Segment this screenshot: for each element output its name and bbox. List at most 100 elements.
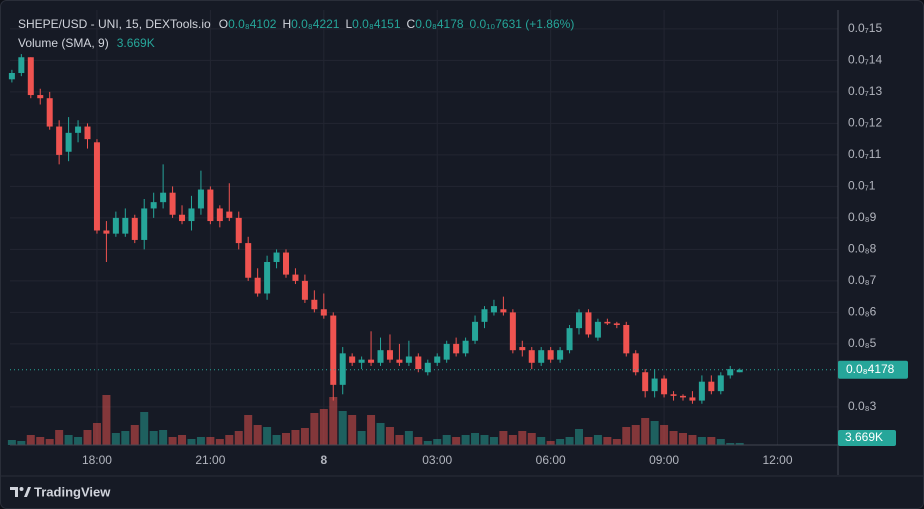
candle-body: [245, 243, 252, 278]
candle-body: [377, 350, 384, 363]
candle-body: [8, 72, 15, 80]
volume-bar: [244, 415, 253, 445]
volume-legend: Volume (SMA, 9) 3.669K: [18, 36, 155, 50]
candle-body: [179, 214, 186, 222]
candles: [8, 54, 838, 404]
candle-body: [37, 95, 44, 99]
candle-body: [453, 343, 460, 354]
candle-body: [528, 350, 535, 363]
candle-body: [160, 192, 167, 203]
candle-body: [339, 353, 346, 385]
volume-bar: [329, 397, 338, 445]
candle-body: [349, 356, 356, 363]
candle-body: [65, 132, 72, 152]
candle-body: [661, 378, 668, 395]
volume-bar: [17, 441, 26, 445]
candle-body: [27, 57, 34, 96]
brand-logo: [10, 487, 31, 497]
y-tick-label: 0.0₈8: [848, 242, 877, 256]
x-tick-label: 18:00: [82, 453, 112, 467]
x-tick-label: 09:00: [649, 453, 679, 467]
volume-bar: [225, 435, 234, 445]
ohlc-key: L: [345, 17, 352, 31]
ohlc-key: O: [219, 17, 228, 31]
volume-bar: [697, 437, 706, 445]
last-price-label: 0.0₈4178: [846, 362, 895, 376]
legend-header: SHEPE/USD - UNI, 15, DEXTools.io O0.0₈410…: [18, 17, 574, 31]
volume-bar: [319, 409, 328, 445]
volume-bar: [461, 435, 470, 445]
candle-body: [330, 315, 337, 385]
volume-bar: [641, 418, 650, 445]
candle-body: [226, 211, 233, 218]
volume-bar: [716, 439, 725, 445]
volume-bar: [395, 435, 404, 445]
volume-name: Volume (SMA, 9): [18, 36, 109, 50]
volume-bar: [622, 427, 631, 445]
volume-bar: [603, 437, 612, 445]
candle-body: [84, 126, 91, 140]
volume-bar: [489, 437, 498, 445]
x-tick-label: 03:00: [422, 453, 452, 467]
volume-bar: [159, 430, 168, 445]
volume-bar: [310, 413, 319, 445]
change: 0.0₁₀7631 (+1.86%): [470, 17, 575, 31]
candle-body: [150, 202, 157, 209]
volume-bar: [442, 435, 451, 445]
candle-body: [509, 312, 516, 351]
brand: TradingView: [34, 484, 111, 499]
candle-body: [292, 274, 299, 281]
volume-bar: [546, 441, 555, 445]
volume-pane: [7, 395, 744, 445]
candle-body: [368, 359, 375, 363]
volume-bar: [178, 435, 187, 445]
candle-body: [46, 98, 53, 127]
volume-bar: [612, 439, 621, 445]
volume-bar: [348, 415, 357, 445]
volume-bar: [130, 425, 139, 445]
candle-body: [56, 126, 63, 155]
volume-bar: [499, 431, 508, 445]
y-tick-label: 0.0₈7: [848, 273, 877, 287]
volume-bar: [282, 433, 290, 445]
volume-bar: [367, 415, 376, 445]
candle-body: [283, 252, 289, 275]
volume-bar: [234, 431, 243, 445]
axes: 0.0₇15 0.0₇14 0.0₇13 0.0₇12 0.0₇11 0.0₇1 0.0₈9…: [82, 21, 908, 467]
last-volume-label: 3.669K: [845, 430, 883, 444]
x-tick-label: 12:00: [762, 453, 792, 467]
volume-bar: [45, 439, 54, 445]
candle-body: [604, 321, 611, 324]
volume-bar: [404, 431, 413, 445]
candle-body: [254, 277, 261, 294]
candle-body: [651, 378, 658, 392]
candle-body: [131, 217, 138, 240]
candle-body: [443, 343, 450, 360]
volume-bar: [253, 425, 262, 445]
volume-bar: [414, 437, 423, 445]
y-tick-label: 0.0₈5: [848, 336, 877, 350]
volume-bar: [423, 441, 432, 445]
y-tick-label: 0.0₈9: [848, 210, 877, 224]
volume-bar: [55, 430, 64, 445]
x-tick-label: 8: [320, 453, 327, 467]
volume-bar: [707, 437, 716, 445]
candle-body: [679, 395, 686, 398]
volume-bar: [168, 437, 177, 445]
candle-body: [235, 217, 242, 244]
volume-bar: [83, 430, 92, 445]
volume-bar: [272, 435, 281, 445]
volume-bar: [678, 433, 687, 445]
symbol-title: SHEPE/USD - UNI, 15, DEXTools.io: [18, 17, 211, 31]
ohlc-key: H: [282, 17, 291, 31]
candle-body: [538, 350, 545, 363]
candle-body: [708, 381, 715, 392]
candle-body: [472, 321, 479, 341]
candle-body: [273, 252, 280, 262]
candle-body: [632, 353, 639, 373]
y-tick-label: 0.0₇11: [848, 147, 882, 161]
volume-bar: [537, 437, 546, 445]
candle-body: [547, 350, 554, 360]
volume-bar: [726, 443, 735, 445]
candle-body: [18, 57, 25, 73]
